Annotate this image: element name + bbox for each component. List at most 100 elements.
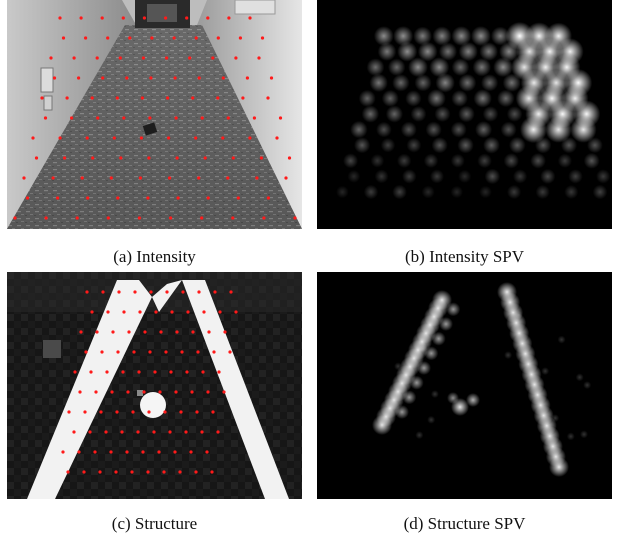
sample-point: [142, 390, 146, 394]
phosphene: [451, 26, 472, 46]
sample-point: [226, 116, 230, 120]
sample-point: [126, 390, 130, 394]
sample-point: [212, 350, 216, 354]
phosphene: [369, 73, 388, 93]
sample-point: [118, 56, 122, 60]
sample-point: [165, 290, 169, 294]
sample-point: [206, 390, 210, 394]
phosphene: [392, 74, 410, 92]
phosphene: [427, 89, 446, 108]
phosphene: [592, 184, 608, 200]
sample-point: [218, 310, 222, 314]
sample-point: [112, 136, 116, 140]
sample-point: [80, 176, 84, 180]
phosphene: [564, 185, 579, 199]
sample-point: [173, 450, 177, 454]
phosphene: [560, 137, 578, 154]
sample-point: [275, 136, 279, 140]
sample-point: [241, 96, 245, 100]
sample-point: [287, 156, 292, 160]
phosphene: [545, 116, 572, 143]
phosphene: [430, 390, 439, 399]
sample-point: [70, 116, 74, 120]
sample-point: [217, 370, 221, 374]
phosphene: [506, 106, 523, 122]
sample-point: [141, 56, 145, 60]
phosphene: [587, 137, 603, 154]
sample-point: [13, 216, 17, 220]
phosphene: [481, 74, 499, 92]
phosphene: [394, 362, 403, 371]
sample-point: [84, 350, 88, 354]
phosphene: [388, 58, 406, 76]
phosphene: [507, 184, 522, 200]
phosphene: [570, 116, 597, 143]
sample-point: [172, 36, 176, 40]
phosphene: [473, 89, 492, 108]
phosphene: [430, 169, 444, 184]
sample-point: [165, 56, 169, 60]
sample-point: [152, 430, 156, 434]
sample-point: [207, 330, 211, 334]
sample-point: [213, 290, 217, 294]
sample-point: [146, 196, 150, 200]
sample-point: [169, 370, 173, 374]
sample-point: [117, 290, 121, 294]
sample-point: [63, 156, 67, 160]
sample-point: [211, 410, 215, 414]
sample-point: [266, 196, 270, 200]
sample-point: [106, 216, 110, 220]
phosphene: [347, 170, 361, 183]
phosphene: [450, 153, 465, 168]
caption-intensity: (a) Intensity: [113, 247, 196, 266]
sample-point: [168, 176, 172, 180]
sample-point: [99, 410, 103, 414]
phosphene: [500, 121, 517, 138]
sample-point: [149, 76, 153, 80]
phosphene: [549, 457, 569, 477]
sample-point: [128, 36, 132, 40]
phosphene: [405, 90, 422, 107]
sample-point: [248, 16, 252, 20]
phosphene: [366, 58, 385, 77]
sample-point: [105, 370, 109, 374]
sample-point: [114, 470, 118, 474]
phosphene: [530, 153, 546, 169]
phosphene: [380, 138, 396, 153]
sample-point: [227, 16, 231, 20]
sample-point: [278, 116, 283, 120]
sample-point: [216, 96, 220, 100]
sample-point: [61, 450, 65, 454]
sample-point: [110, 390, 114, 394]
phosphene: [483, 136, 500, 154]
structure-image: [7, 272, 302, 499]
sample-point: [231, 156, 235, 160]
phosphene: [400, 121, 417, 138]
sample-point: [222, 390, 226, 394]
sample-point: [216, 36, 220, 40]
phosphene: [504, 351, 513, 360]
phosphene: [361, 105, 380, 123]
sample-point: [234, 56, 238, 60]
sample-point: [153, 370, 157, 374]
sample-point: [262, 216, 266, 220]
phosphene: [458, 169, 472, 183]
phosphene: [457, 137, 474, 154]
phosphene: [477, 153, 492, 169]
sample-point: [78, 390, 82, 394]
sample-point: [189, 450, 193, 454]
sample-point: [125, 76, 129, 80]
sample-point: [197, 290, 201, 294]
phosphene: [376, 121, 392, 138]
phosphene: [484, 168, 501, 185]
sample-point: [131, 410, 135, 414]
phosphene: [425, 121, 442, 138]
phosphene: [434, 106, 451, 122]
sample-point: [174, 116, 178, 120]
phosphene: [392, 184, 407, 200]
intensity-image: [7, 0, 302, 229]
sample-point: [101, 76, 105, 80]
sample-point: [148, 350, 152, 354]
sample-point: [31, 136, 35, 140]
phosphene: [475, 121, 493, 139]
